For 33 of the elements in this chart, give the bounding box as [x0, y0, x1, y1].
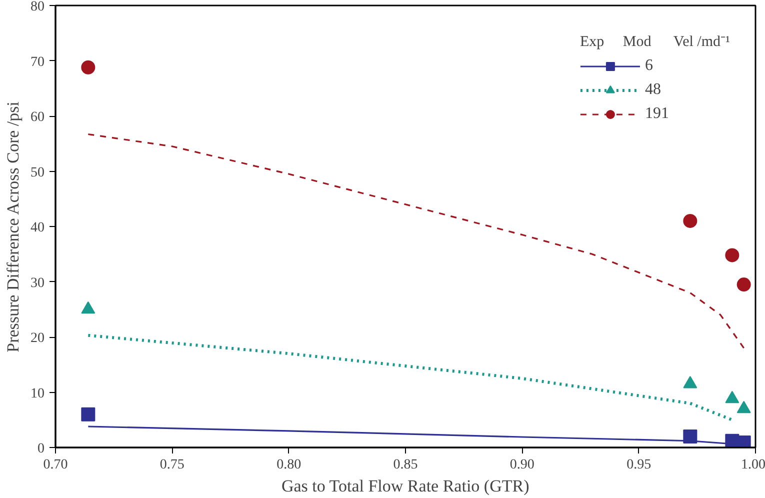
y-tick-label: 70: [30, 54, 44, 70]
y-tick-label: 20: [30, 331, 44, 346]
y-tick-label: 0: [38, 442, 44, 456]
y-tick-label: 40: [30, 220, 44, 236]
x-tick-label: 0.90: [510, 458, 534, 472]
legend-label: 6: [644, 57, 654, 75]
point: [683, 376, 698, 388]
x-tick-label: 0.95: [626, 458, 652, 472]
y-axis-title: Pressure Difference Across Core /psi: [4, 101, 22, 352]
y-tick-label: 50: [30, 165, 44, 180]
point: [736, 400, 751, 414]
y-tick-label: 10: [30, 386, 44, 402]
point: [725, 390, 740, 404]
x-axis-title: Gas to Total Flow Rate Ratio (GTR): [281, 476, 530, 496]
point: [736, 278, 751, 292]
point: [81, 301, 96, 314]
point: [81, 60, 96, 74]
legend-label: 191: [644, 105, 669, 123]
x-tick-label: 0.80: [276, 458, 302, 472]
legend-label: 48: [644, 81, 662, 99]
point: [81, 407, 96, 422]
x-tick-label: 0.75: [160, 458, 184, 472]
x-tick-label: 0.70: [43, 458, 68, 472]
legend-title: Exp Mod Vel /md⁻¹: [580, 33, 730, 51]
x-tick-label: 1.00: [741, 458, 765, 472]
y-tick-label: 60: [30, 110, 44, 125]
x-tick-label: 0.85: [393, 458, 418, 472]
y-tick-label: 80: [30, 0, 44, 14]
y-tick-label: 30: [30, 276, 44, 291]
line-series: [86, 334, 734, 422]
point: [725, 248, 740, 262]
line-series: [87, 133, 745, 349]
point: [683, 214, 698, 228]
